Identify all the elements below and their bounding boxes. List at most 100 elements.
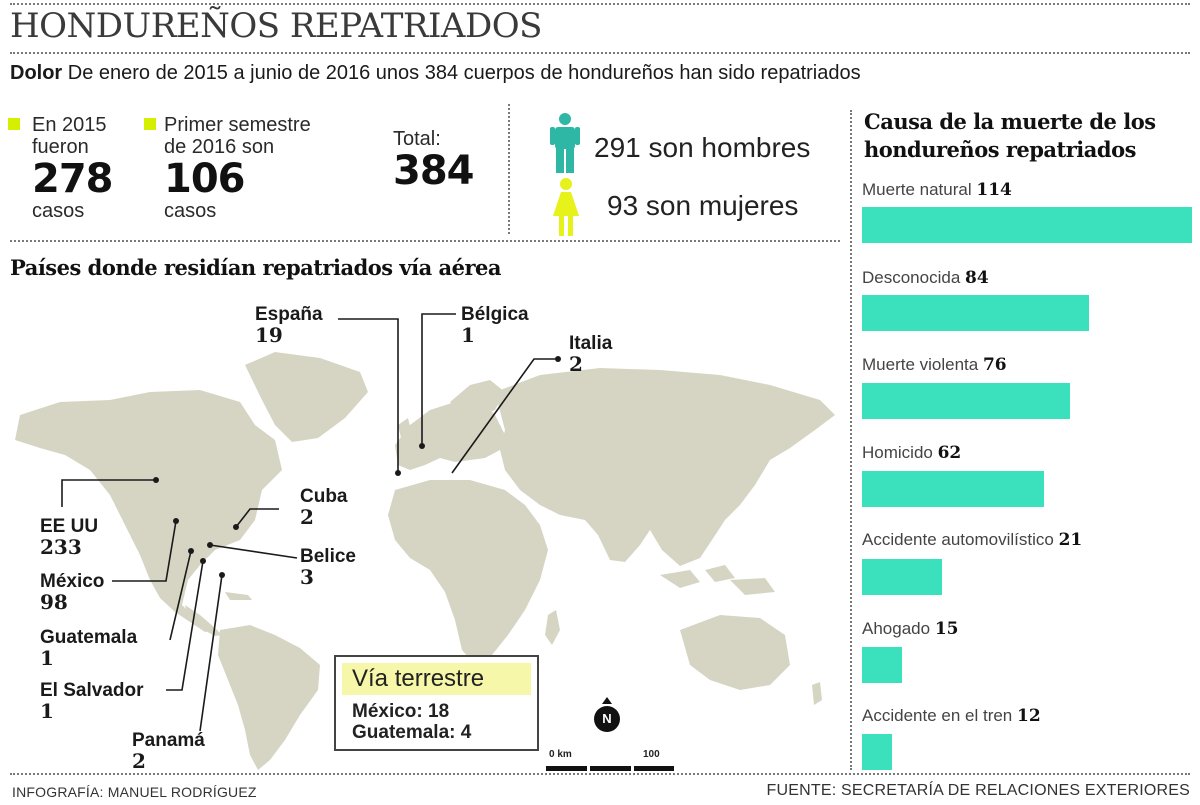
- country-value: 2: [569, 352, 583, 376]
- bar-homicido: [862, 471, 1044, 507]
- bar-category: Accidente en el tren: [862, 706, 1013, 725]
- bar-muerte-violenta: [862, 383, 1070, 419]
- stat-total-label: Total:: [393, 128, 441, 150]
- stat-2015-label1: En 2015: [32, 114, 107, 136]
- bar-value: 62: [937, 443, 962, 463]
- country-value: 98: [40, 590, 68, 614]
- country-name: Italia: [569, 333, 613, 354]
- footer-source: FUENTE: SECRETARÍA DE RELACIONES EXTERIO…: [766, 782, 1190, 799]
- man-icon: [550, 113, 580, 173]
- country-label-italia: Italia 2: [569, 333, 613, 376]
- bar-category: Accidente automovilístico: [862, 530, 1054, 549]
- bar-label: Desconocida 84: [862, 268, 989, 288]
- compass-icon: N: [594, 706, 620, 732]
- country-value: 1: [40, 646, 54, 670]
- country-label-mexico: México 98: [40, 571, 105, 614]
- bar-value: 76: [982, 355, 1007, 375]
- subtitle-text: De enero de 2015 a junio de 2016 unos 38…: [62, 62, 861, 84]
- column-divider: [850, 110, 852, 770]
- country-label-espana: España 19: [255, 304, 323, 347]
- bar-value: 21: [1058, 530, 1083, 550]
- country-name: Guatemala: [40, 627, 138, 648]
- bar-value: 84: [965, 268, 989, 288]
- land-route-title: Vía terrestre: [342, 663, 531, 695]
- stat-2015-unit: casos: [32, 200, 85, 222]
- bar-label: Homicido 62: [862, 443, 961, 463]
- stat-2015-value: 278: [32, 156, 113, 202]
- women-count: 93 son mujeres: [607, 190, 799, 221]
- scale-start: 0 km: [549, 749, 572, 760]
- bar-ahogado: [862, 647, 902, 683]
- country-value: 3: [300, 565, 314, 589]
- stat-2015-label2: fueron: [32, 136, 89, 158]
- land-route-row: México: 18: [352, 701, 450, 722]
- bar-label: Muerte violenta 76: [862, 355, 1007, 375]
- country-label-belgica: Bélgica 1: [461, 304, 529, 347]
- stat-total-value: 384: [393, 148, 474, 194]
- country-name: México: [40, 571, 105, 592]
- bar-label: Accidente en el tren 12: [862, 706, 1041, 726]
- land-route-row: Guatemala: 4: [352, 722, 472, 743]
- bar-category: Muerte violenta: [862, 355, 979, 374]
- bar-desconocida: [862, 295, 1089, 331]
- woman-icon: [553, 178, 579, 236]
- stat-2015: En 2015 fueron 278 casos: [32, 114, 113, 222]
- bar-accidente-tren: [862, 734, 892, 770]
- country-value: 1: [40, 699, 54, 723]
- bar-label: Muerte natural 114: [862, 180, 1012, 200]
- country-name: Bélgica: [461, 304, 529, 325]
- men-count: 291 son hombres: [594, 132, 811, 163]
- country-name: Belice: [300, 546, 356, 567]
- stat-2016-unit: casos: [164, 200, 217, 222]
- country-name: España: [255, 304, 323, 325]
- stat-2016-value: 106: [164, 156, 245, 202]
- land-route-box: Vía terrestre México: 18 Guatemala: 4: [334, 655, 539, 751]
- stat-2016-label1: Primer semestre: [164, 114, 311, 136]
- footer-credit: INFOGRAFÍA: MANUEL RODRÍGUEZ: [12, 784, 257, 800]
- scale-bar: [590, 766, 631, 771]
- country-name: El Salvador: [40, 680, 144, 701]
- bullet-2016: [144, 118, 156, 130]
- bullet-2015: [8, 118, 20, 130]
- chart-title: Causa de la muerte de los hondureños rep…: [864, 109, 1156, 162]
- stats-divider: [508, 104, 510, 234]
- bar-value: 114: [976, 180, 1012, 200]
- stat-2016-label2: de 2016 son: [164, 136, 275, 158]
- world-map: [15, 352, 835, 770]
- country-label-el-salvador: El Salvador 1: [40, 680, 144, 723]
- country-value: 1: [461, 323, 475, 347]
- country-label-panama: Panamá 2: [132, 730, 205, 773]
- country-label-guatemala: Guatemala 1: [40, 627, 138, 670]
- scale-end: 100: [643, 749, 660, 760]
- north-arrow-icon: [602, 697, 612, 704]
- bar-category: Ahogado: [862, 619, 931, 638]
- footer-rule: [10, 773, 1190, 775]
- title-rule: [10, 52, 1190, 54]
- subtitle-lead: Dolor: [10, 62, 63, 84]
- map-title: Países donde residían repatriados vía aé…: [10, 255, 502, 280]
- country-name: Panamá: [132, 730, 205, 751]
- country-value: 233: [40, 535, 82, 559]
- bar-label: Accidente automovilístico 21: [862, 530, 1082, 550]
- subtitle: Dolor De enero de 2015 a junio de 2016 u…: [10, 62, 861, 85]
- bar-muerte-natural: [862, 207, 1192, 243]
- scale-bar: [634, 766, 674, 771]
- stat-total: Total: 384: [393, 128, 474, 192]
- country-name: EE UU: [40, 516, 99, 537]
- top-rule: [10, 3, 1190, 5]
- leader-lines: [61, 313, 561, 732]
- stats-rule: [10, 240, 840, 242]
- bar-accidente-automovilistico: [862, 559, 942, 595]
- bar-category: Muerte natural: [862, 180, 972, 199]
- country-label-cuba: Cuba 2: [300, 487, 348, 529]
- bar-value: 15: [934, 619, 959, 639]
- bar-label: Ahogado 15: [862, 619, 958, 639]
- bar-category: Homicido: [862, 443, 933, 462]
- country-value: 19: [255, 323, 283, 347]
- stat-2016: Primer semestre de 2016 son 106 casos: [164, 114, 311, 222]
- country-value: 2: [300, 505, 314, 529]
- scale-bar: [546, 766, 587, 771]
- country-value: 2: [132, 749, 146, 773]
- bar-category: Desconocida: [862, 268, 961, 287]
- bar-value: 12: [1017, 706, 1041, 726]
